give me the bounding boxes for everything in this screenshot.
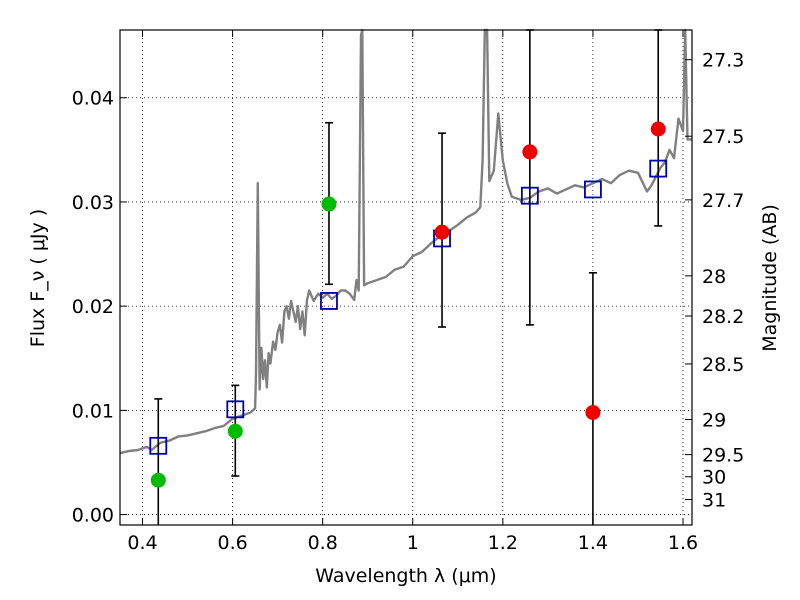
x-tick-label: 1.6: [668, 532, 698, 554]
ticks: 0.4 0.6 0.8 1 1.2 1.4 1.6 0.00 0.01 0.02 0.03 0.04 2…: [72, 30, 744, 554]
observation-marker: [522, 144, 538, 160]
right-tick-label: 29.5: [702, 445, 744, 467]
error-bars: [154, 29, 663, 525]
right-tick-label: 27.5: [702, 126, 744, 148]
detection-marker: [321, 196, 337, 212]
right-tick-label: 30: [702, 467, 726, 489]
right-tick-label: 28.2: [702, 306, 744, 328]
right-tick-label: 28: [702, 266, 726, 288]
x-axis-label: Wavelength λ (μm): [315, 565, 496, 587]
detection-marker: [227, 423, 243, 439]
right-tick-label: 28.5: [702, 354, 744, 376]
model-photometry-marker: [320, 292, 338, 310]
y-tick-label: 0.02: [72, 296, 114, 318]
y-tick-label: 0.01: [72, 400, 114, 422]
right-axis-label: Magnitude (AB): [759, 204, 781, 352]
markers: [149, 121, 668, 488]
model-photometry-marker: [226, 400, 245, 419]
x-tick-label: 0.8: [308, 532, 338, 554]
y-tick-label: 0.03: [72, 192, 114, 214]
observation-marker: [650, 121, 666, 137]
model-spectrum-line: [119, 28, 692, 455]
model-photometry-marker: [584, 180, 602, 199]
y-axis-label: Flux F_ν ( μJy ): [27, 209, 49, 347]
right-tick-label: 27.3: [702, 50, 744, 72]
right-tick-label: 31: [702, 490, 726, 512]
x-tick-label: 0.6: [217, 532, 247, 554]
model-photometry-marker: [520, 186, 539, 205]
axes-frame: [119, 29, 693, 526]
model-photometry-marker: [149, 436, 168, 455]
x-tick-label: 1.4: [578, 532, 608, 554]
right-tick-label: 29: [702, 410, 726, 432]
plot-frame: [119, 29, 693, 526]
y-tick-label: 0.04: [72, 88, 114, 110]
y-tick-label: 0.00: [72, 505, 114, 527]
model-photometry-marker: [649, 159, 668, 178]
observation-marker: [585, 404, 601, 420]
right-tick-label: 27.7: [702, 190, 744, 212]
x-tick-label: 0.4: [127, 532, 157, 554]
model-spectrum: [119, 28, 692, 455]
grid: [120, 30, 692, 525]
x-tick-label: 1: [407, 532, 419, 554]
detection-marker: [150, 472, 166, 488]
observation-marker: [434, 224, 450, 240]
x-tick-label: 1.2: [488, 532, 518, 554]
